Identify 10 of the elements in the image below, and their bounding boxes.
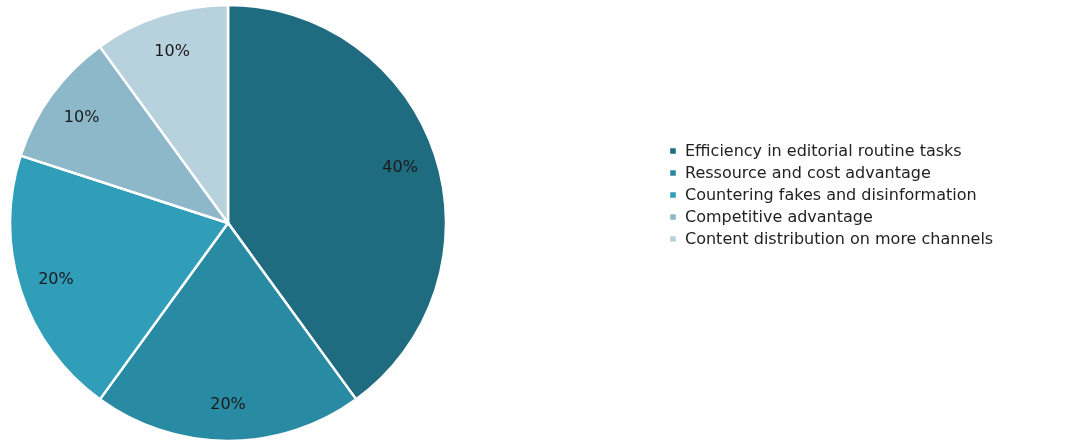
- legend-label: Efficiency in editorial routine tasks: [685, 141, 962, 160]
- legend-label: Countering fakes and disinformation: [685, 185, 977, 204]
- legend-label: Ressource and cost advantage: [685, 163, 931, 182]
- legend-label: Content distribution on more channels: [685, 229, 994, 248]
- data-label: 10%: [63, 106, 100, 126]
- data-label: 10%: [154, 40, 190, 60]
- data-label: 40%: [382, 157, 418, 177]
- data-label: 20%: [38, 268, 74, 288]
- legend-label: Competitive advantage: [685, 207, 873, 226]
- data-label: 20%: [210, 393, 246, 413]
